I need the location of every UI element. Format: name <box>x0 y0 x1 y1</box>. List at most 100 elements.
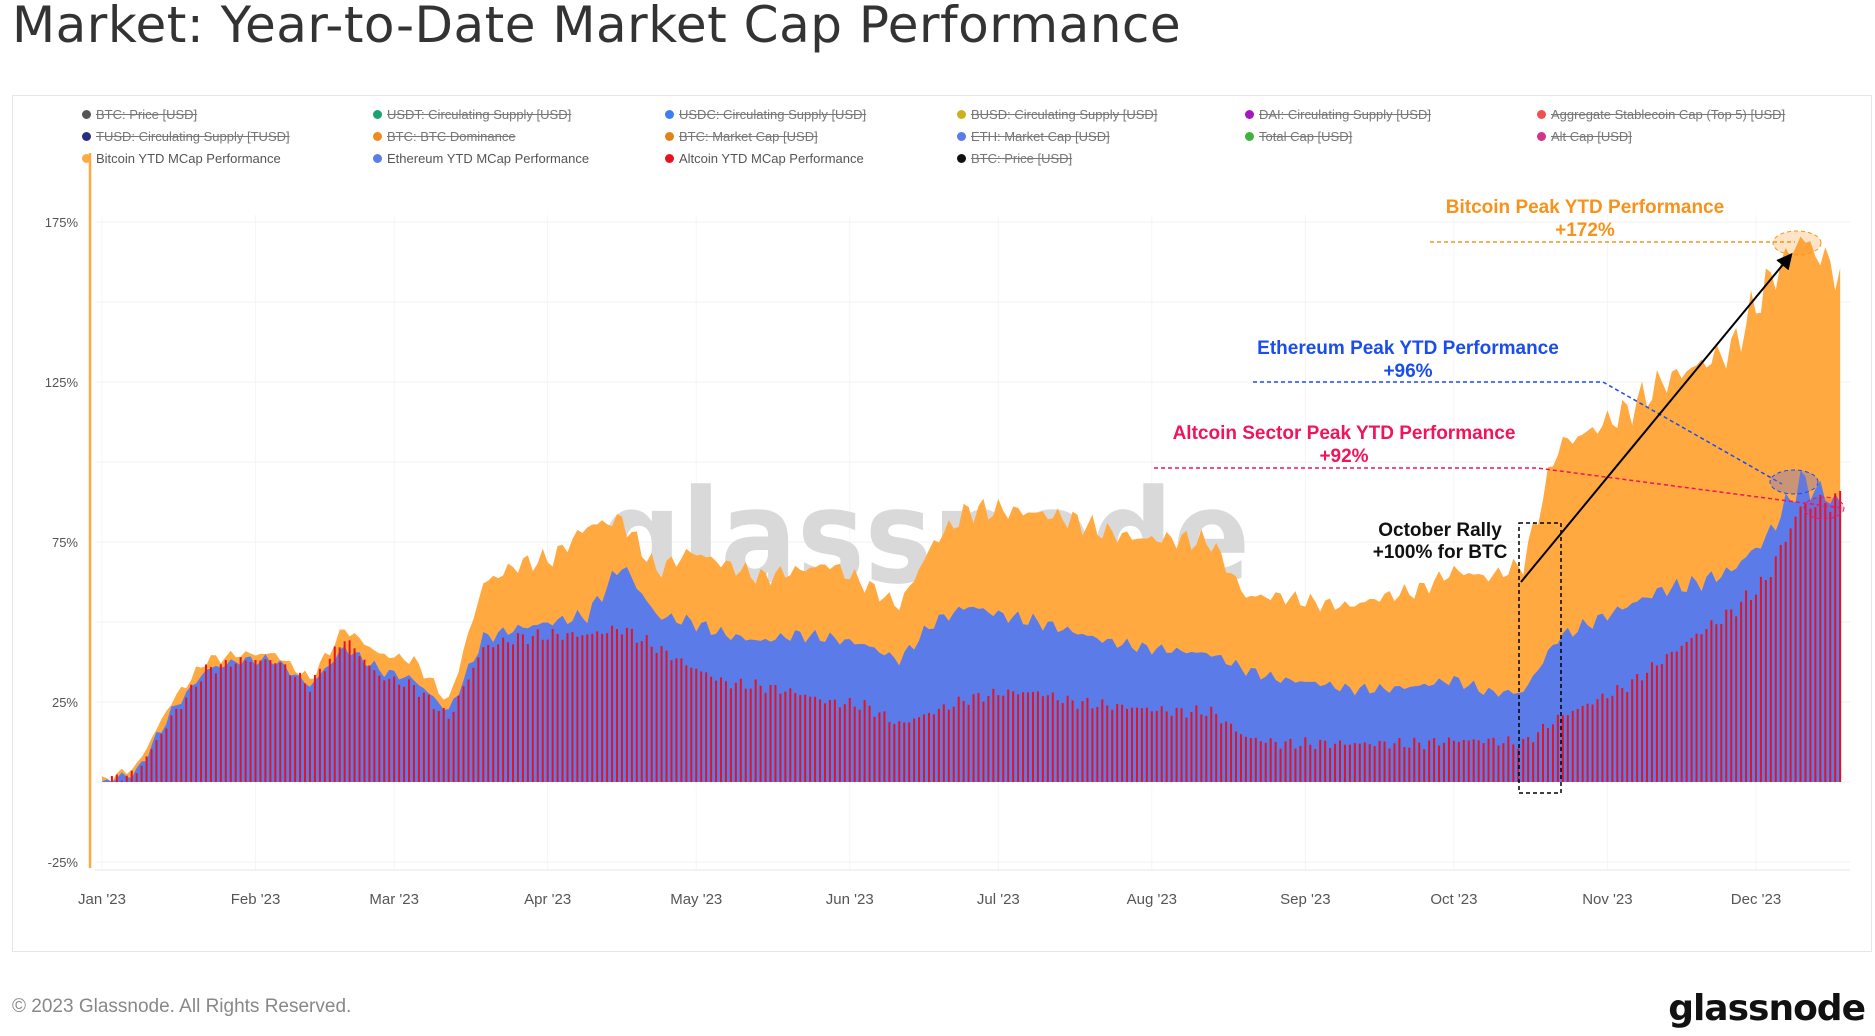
altcoin-bar <box>606 633 609 782</box>
altcoin-bar <box>1096 706 1099 782</box>
altcoin-bar <box>447 718 450 782</box>
altcoin-bar <box>308 691 311 782</box>
altcoin-bar <box>749 688 752 782</box>
altcoin-bar <box>1051 692 1054 782</box>
altcoin-bar <box>516 633 519 782</box>
legend-item[interactable]: DAI: Circulating Supply [USD] <box>1245 107 1431 122</box>
legend-item[interactable]: BTC: Price [USD] <box>957 151 1072 166</box>
altcoin-bar <box>1680 645 1683 782</box>
altcoin-bar <box>472 667 475 782</box>
altcoin-bar <box>705 672 708 782</box>
legend-label: BTC: Price [USD] <box>96 107 198 122</box>
altcoin-bar <box>1135 707 1138 782</box>
copyright: © 2023 Glassnode. All Rights Reserved. <box>12 996 352 1017</box>
altcoin-bar <box>1081 701 1084 782</box>
page-title: Market: Year-to-Date Market Cap Performa… <box>12 0 1182 54</box>
altcoin-bar <box>739 678 742 782</box>
altcoin-bar <box>1596 699 1599 782</box>
legend-item[interactable]: Total Cap [USD] <box>1245 129 1352 144</box>
altcoin-bar <box>685 665 688 782</box>
altcoin-bar <box>1606 698 1609 782</box>
altcoin-bar <box>1497 745 1500 782</box>
altcoin-bar <box>512 644 515 782</box>
altcoin-bar <box>814 696 817 782</box>
altcoin-bar <box>289 675 292 782</box>
legend-label: BTC: BTC Dominance <box>387 129 516 144</box>
legend-label: Bitcoin YTD MCap Performance <box>96 151 281 166</box>
altcoin-bar <box>1046 695 1049 782</box>
legend-item[interactable]: Ethereum YTD MCap Performance <box>373 151 589 166</box>
altcoin-bar <box>843 704 846 782</box>
altcoin-bar <box>764 692 767 782</box>
altcoin-bar <box>398 684 401 782</box>
x-tick-label: Feb '23 <box>231 891 281 908</box>
legend-item[interactable]: Aggregate Stablecoin Cap (Top 5) [USD] <box>1537 107 1785 122</box>
legend-item[interactable]: BTC: BTC Dominance <box>373 129 516 144</box>
altcoin-bar <box>358 656 361 782</box>
altcoin-bar <box>1373 746 1376 782</box>
altcoin-bar <box>1215 713 1218 782</box>
october-rally-title: October Rally <box>1378 520 1502 541</box>
legend-item[interactable]: Bitcoin YTD MCap Performance <box>82 151 281 166</box>
alt-peak-line <box>1154 467 1843 509</box>
x-tick-label: Sep '23 <box>1280 891 1330 908</box>
altcoin-bar <box>492 647 495 782</box>
altcoin-bar <box>1665 654 1668 782</box>
altcoin-bar <box>155 740 158 782</box>
altcoin-bar <box>794 693 797 782</box>
legend-item[interactable]: BUSD: Circulating Supply [USD] <box>957 107 1157 122</box>
altcoin-bar <box>1264 742 1267 782</box>
altcoin-bar <box>180 709 183 782</box>
eth-peak-title: Ethereum Peak YTD Performance <box>1257 338 1559 359</box>
altcoin-bar <box>348 640 351 782</box>
altcoin-bar <box>1581 705 1584 782</box>
altcoin-bar <box>353 648 356 782</box>
altcoin-bar <box>957 696 960 782</box>
altcoin-bar <box>1769 577 1772 782</box>
altcoin-bar <box>853 706 856 782</box>
altcoin-bar <box>1566 715 1569 782</box>
legend-item[interactable]: Altcoin YTD MCap Performance <box>665 151 864 166</box>
altcoin-bar <box>1022 692 1025 782</box>
altcoin-bar <box>1492 737 1495 782</box>
altcoin-bar <box>1467 740 1470 782</box>
altcoin-bar <box>1334 743 1337 782</box>
legend-item[interactable]: BTC: Price [USD] <box>82 107 197 122</box>
legend-item[interactable]: ETH: Market Cap [USD] <box>957 129 1110 144</box>
altcoin-bar <box>1650 662 1653 782</box>
altcoin-bar <box>323 671 326 782</box>
altcoin-bar <box>858 709 861 782</box>
legend-item[interactable]: USDT: Circulating Supply [USD] <box>373 107 571 122</box>
altcoin-bar <box>279 662 282 782</box>
legend-item[interactable]: TUSD: Circulating Supply [TUSD] <box>82 129 290 144</box>
altcoin-bar <box>502 637 505 782</box>
altcoin-bar <box>403 686 406 782</box>
altcoin-bar <box>200 681 203 782</box>
altcoin-bar <box>1611 695 1614 782</box>
altcoin-bar <box>521 634 524 782</box>
altcoin-bar <box>214 673 217 782</box>
alt-peak-marker <box>1803 496 1845 520</box>
altcoin-bar <box>571 632 574 782</box>
altcoin-bar <box>1685 641 1688 782</box>
legend-item[interactable]: Alt Cap [USD] <box>1537 129 1632 144</box>
altcoin-bar <box>804 694 807 782</box>
x-tick-label: Nov '23 <box>1582 891 1632 908</box>
legend-label: USDC: Circulating Supply [USD] <box>679 107 867 122</box>
altcoin-bar <box>1462 739 1465 782</box>
altcoin-bar <box>1502 743 1505 782</box>
altcoin-bar <box>616 629 619 782</box>
altcoin-bar <box>190 684 193 782</box>
legend-item[interactable]: BTC: Market Cap [USD] <box>665 129 818 144</box>
legend-dot-icon <box>373 110 382 119</box>
altcoin-bar <box>1819 494 1822 782</box>
legend-item[interactable]: USDC: Circulating Supply [USD] <box>665 107 866 122</box>
altcoin-bar <box>462 686 465 782</box>
altcoin-bar <box>150 749 153 782</box>
altcoin-bar <box>1220 723 1223 782</box>
altcoin-bar <box>1452 740 1455 782</box>
altcoin-bar <box>873 716 876 782</box>
altcoin-bar <box>1304 737 1307 782</box>
altcoin-bar <box>304 683 307 782</box>
